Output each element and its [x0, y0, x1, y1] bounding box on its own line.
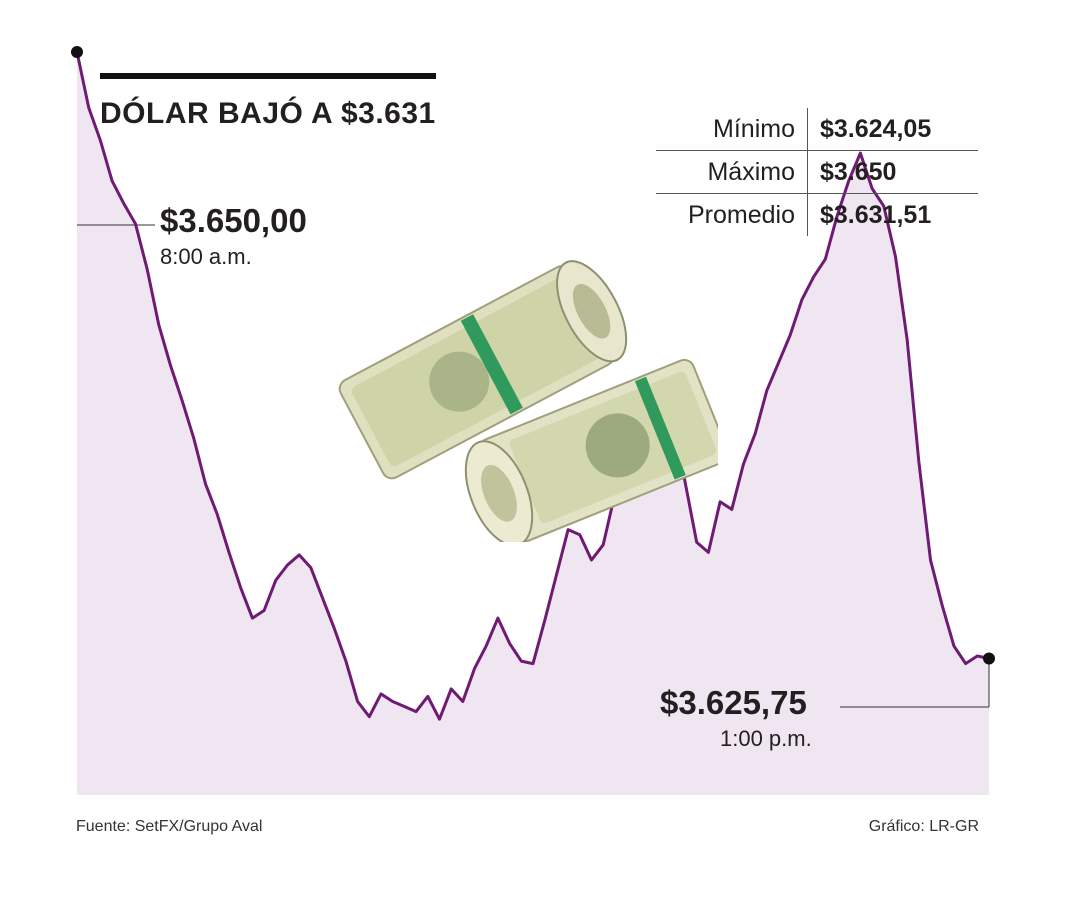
stat-row-max: Máximo $3.650 [656, 151, 978, 194]
dollar-rolls-image [338, 260, 718, 542]
price-line [75, 51, 990, 721]
dollar-roll-front [464, 358, 718, 542]
chart-title: DÓLAR BAJÓ A $3.631 [100, 97, 436, 130]
area-fill [77, 52, 989, 795]
stat-label-avg: Promedio [656, 194, 808, 236]
stat-row-avg: Promedio $3.631,51 [656, 194, 978, 236]
stat-label-min: Mínimo [656, 108, 808, 150]
stats-table: Mínimo $3.624,05 Máximo $3.650 Promedio … [656, 108, 978, 236]
stat-value-avg: $3.631,51 [820, 200, 932, 229]
open-value-label: $3.650,00 [160, 202, 307, 239]
open-time-label: 8:00 a.m. [160, 244, 252, 269]
close-time-label: 1:00 p.m. [720, 726, 812, 751]
close-value-label: $3.625,75 [660, 684, 807, 721]
source-note: Fuente: SetFX/Grupo Aval [76, 818, 263, 835]
close-marker [983, 652, 995, 665]
stat-label-max: Máximo [656, 151, 808, 193]
open-marker [71, 46, 83, 58]
credit-note: Gráfico: LR-GR [868, 818, 979, 835]
stat-value-max: $3.650 [820, 157, 897, 186]
stat-value-min: $3.624,05 [820, 114, 932, 143]
dollar-roll-back [338, 260, 628, 480]
stat-row-min: Mínimo $3.624,05 [656, 108, 978, 151]
title-rule [100, 73, 436, 79]
